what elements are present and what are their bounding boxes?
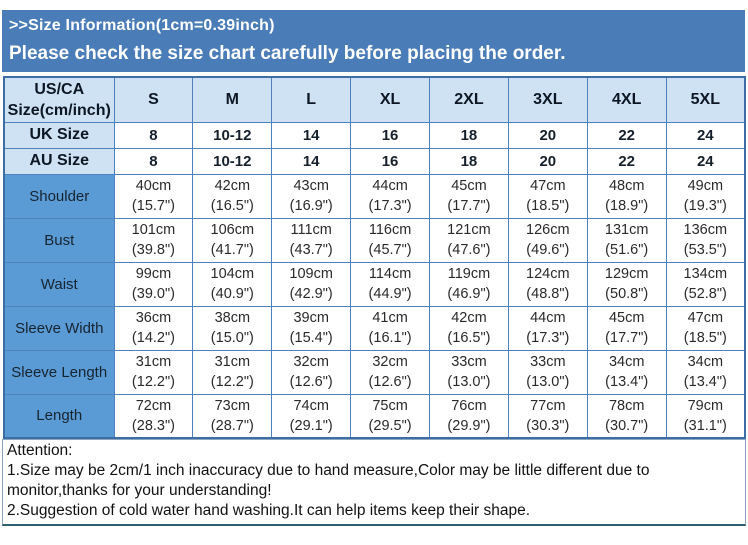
measure-cell: 121cm (47.6") [429,217,509,263]
banner-title: >>Size Information(1cm=0.39inch) [9,17,275,34]
row-label-cell: UK Size [3,121,115,149]
measure-cell: 45cm (17.7") [586,305,667,351]
size-header-cell: M [192,76,273,123]
size-number-cell: 20 [507,121,588,149]
measure-cell: 47cm (18.5") [665,305,746,351]
measure-cell: 104cm (40.9") [192,261,273,307]
size-header-cell: 5XL [665,76,746,123]
measure-cell: 44cm (17.3") [507,305,588,351]
measure-cell: 131cm (51.6") [586,217,667,263]
measure-cell: 116cm (45.7") [350,217,430,263]
corner-cell: US/CA Size(cm/inch) [3,76,115,123]
measure-cell: 40cm (15.7") [113,173,194,219]
table-row: Length 72cm (28.3") 73cm (28.7") 74cm (29.1") 7… [3,393,746,439]
measure-cell: 129cm (50.8") [586,261,667,307]
size-number-cell: 24 [665,121,746,149]
attention-box: Attention: 1.Size may be 2cm/1 inch inac… [2,439,746,526]
row-label-cell: Bust [3,217,115,263]
size-header-cell: S [113,76,194,123]
measure-cell: 44cm (17.3") [350,173,430,219]
size-number-cell: 10-12 [192,147,273,175]
measure-cell: 119cm (46.9") [429,261,509,307]
size-number-cell: 18 [429,121,509,149]
measure-cell: 126cm (49.6") [507,217,588,263]
row-label-cell: Sleeve Length [3,349,115,395]
measure-cell: 106cm (41.7") [192,217,273,263]
table-row: Bust 101cm (39.8") 106cm (41.7") 111cm (43.7")… [3,217,746,263]
measure-cell: 38cm (15.0") [192,305,273,351]
size-number-cell: 14 [271,121,352,149]
size-number-cell: 8 [113,147,194,175]
row-label-cell: Shoulder [3,173,115,219]
measure-cell: 34cm (13.4") [665,349,746,395]
row-label-cell: Sleeve Width [3,305,115,351]
size-number-cell: 16 [350,121,430,149]
table-row: US/CA Size(cm/inch) S M L XL 2XL 3XL 4XL 5XL [3,76,746,123]
measure-cell: 33cm (13.0") [429,349,509,395]
attention-title: Attention: [7,442,73,459]
measure-cell: 49cm (19.3") [665,173,746,219]
measure-cell: 45cm (17.7") [429,173,509,219]
measure-cell: 42cm (16.5") [192,173,273,219]
size-number-cell: 16 [350,147,430,175]
attention-note-1: 1.Size may be 2cm/1 inch inaccuracy due … [7,462,650,499]
measure-cell: 31cm (12.2") [192,349,273,395]
measure-cell: 39cm (15.4") [271,305,352,351]
size-header-cell: 2XL [429,76,509,123]
measure-cell: 41cm (16.1") [350,305,430,351]
size-number-cell: 22 [586,147,667,175]
size-number-cell: 20 [507,147,588,175]
size-header-cell: 4XL [586,76,667,123]
measure-cell: 34cm (13.4") [586,349,667,395]
measure-cell: 77cm (30.3") [507,393,588,439]
measure-cell: 136cm (53.5") [665,217,746,263]
banner-subtitle: Please check the size chart carefully be… [9,43,566,64]
measure-cell: 101cm (39.8") [113,217,194,263]
measure-cell: 124cm (48.8") [507,261,588,307]
table-row: Waist 99cm (39.0") 104cm (40.9") 109cm (42.9")… [3,261,746,307]
measure-cell: 36cm (14.2") [113,305,194,351]
measure-cell: 114cm (44.9") [350,261,430,307]
measure-cell: 73cm (28.7") [192,393,273,439]
size-number-cell: 10-12 [192,121,273,149]
table-row: Shoulder 40cm (15.7") 42cm (16.5") 43cm (16.9"… [3,173,746,219]
size-number-cell: 14 [271,147,352,175]
measure-cell: 75cm (29.5") [350,393,430,439]
size-header-cell: L [271,76,352,123]
measure-cell: 72cm (28.3") [113,393,194,439]
size-header-cell: 3XL [507,76,588,123]
measure-cell: 32cm (12.6") [350,349,430,395]
measure-cell: 99cm (39.0") [113,261,194,307]
size-number-cell: 8 [113,121,194,149]
measure-cell: 33cm (13.0") [507,349,588,395]
row-label-cell: Waist [3,261,115,307]
measure-cell: 48cm (18.9") [586,173,667,219]
row-label-cell: Length [3,393,115,439]
attention-note-2: 2.Suggestion of cold water hand washing.… [7,502,531,519]
measure-cell: 47cm (18.5") [507,173,588,219]
row-label-cell: AU Size [3,147,115,175]
size-header-cell: XL [350,76,430,123]
table-row: Sleeve Length 31cm (12.2") 31cm (12.2") 32cm(… [3,349,746,395]
measure-cell: 79cm (31.1") [665,393,746,439]
banner: >>Size Information(1cm=0.39inch) Please … [2,10,745,72]
size-number-cell: 22 [586,121,667,149]
table-row: Sleeve Width 36cm (14.2") 38cm (15.0") 39cm (1… [3,305,746,351]
measure-cell: 78cm (30.7") [586,393,667,439]
measure-cell: 76cm (29.9") [429,393,509,439]
size-chart-table: US/CA Size(cm/inch) S M L XL 2XL 3XL 4XL 5XL UK Si… [3,76,746,439]
size-number-cell: 18 [429,147,509,175]
measure-cell: 134cm (52.8") [665,261,746,307]
table-row: AU Size 8 10-12 14 16 18 20 22 24 [3,147,746,175]
measure-cell: 43cm (16.9") [271,173,352,219]
size-number-cell: 24 [665,147,746,175]
measure-cell: 31cm (12.2") [113,349,194,395]
measure-cell: 111cm (43.7") [271,217,352,263]
measure-cell: 74cm (29.1") [271,393,352,439]
table-row: UK Size 8 10-12 14 16 18 20 22 24 [3,121,746,149]
measure-cell: 42cm (16.5") [429,305,509,351]
measure-cell: 109cm (42.9") [271,261,352,307]
measure-cell: 32cm (12.6") [271,349,352,395]
